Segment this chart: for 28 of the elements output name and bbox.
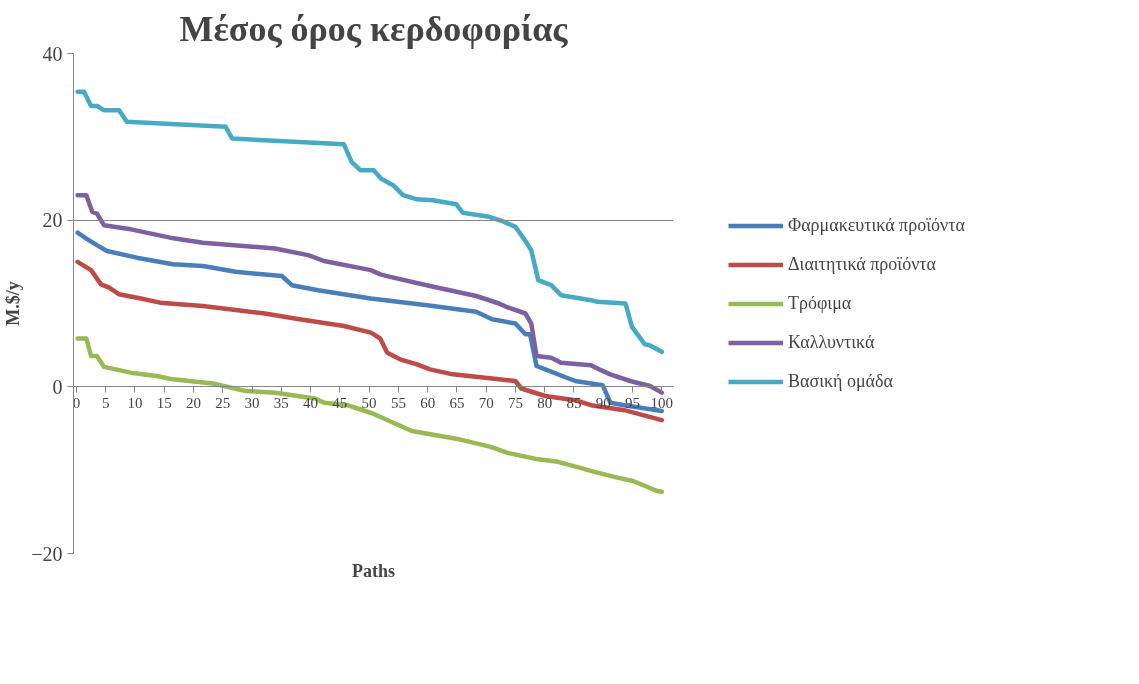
x-axis-title: Paths [352,560,396,581]
x-tick-label: 20 [186,394,201,411]
line-series [75,192,665,395]
x-tick-label: 80 [537,394,553,411]
x-tick-label: 25 [215,394,231,411]
x-tick-label: 100 [650,394,674,411]
legend-label: Βασική ομάδα [788,370,893,392]
chart-title: Μέσος όρος κερδοφορίας [179,8,569,49]
y-tick-label: 20 [42,209,63,232]
x-tick-label: 15 [156,394,172,411]
x-tick-label: 75 [507,394,523,411]
legend-label: Διαιτητικά προϊόντα [788,253,936,275]
y-tick-label: 40 [42,42,63,65]
line-series [75,89,665,355]
y-tick-label: −20 [31,542,63,565]
x-tick-label: 60 [420,394,436,411]
x-tick-label: 70 [478,394,494,411]
legend-label: Φαρμακευτικά προϊόντα [788,214,965,236]
x-tick-label: 35 [273,394,289,411]
x-tick-label: 5 [101,394,110,411]
x-tick-label: 30 [244,394,260,411]
legend-label: Τρόφιμα [788,292,852,314]
x-tick-label: 55 [390,394,406,411]
x-tick-label: 65 [449,394,465,411]
x-tick-label: 10 [127,394,143,411]
x-tick-label: 50 [361,394,377,411]
y-axis-title: M.$/y [3,281,24,326]
legend-label: Καλλυντικά [788,331,875,353]
